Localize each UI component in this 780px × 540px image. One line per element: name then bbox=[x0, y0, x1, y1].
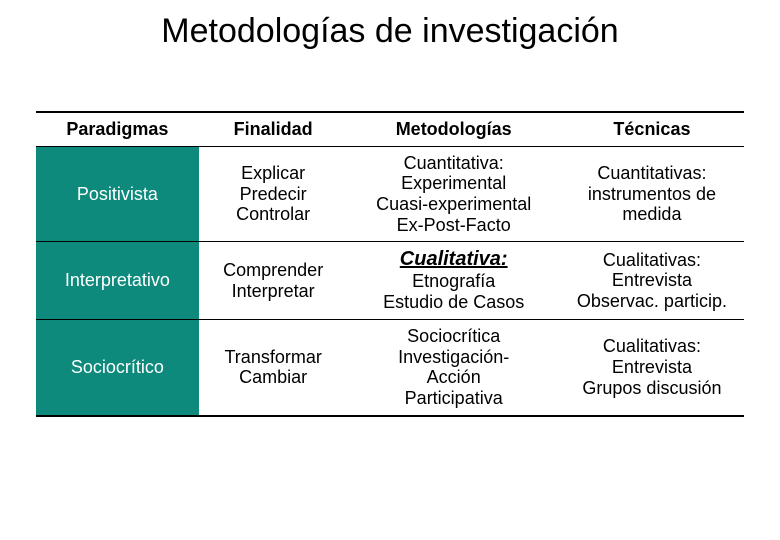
col-header-paradigmas: Paradigmas bbox=[36, 112, 199, 146]
table-row: PositivistaExplicarPredecirControlarCuan… bbox=[36, 146, 744, 242]
methodologies-table: Paradigmas Finalidad Metodologías Técnic… bbox=[36, 111, 744, 417]
metodologias-cell: Cualitativa:EtnografíaEstudio de Casos bbox=[348, 242, 560, 319]
col-header-tecnicas: Técnicas bbox=[560, 112, 744, 146]
finalidad-cell: ExplicarPredecirControlar bbox=[199, 146, 348, 242]
paradigma-cell: Sociocrítico bbox=[36, 319, 199, 415]
tecnicas-cell: Cualitativas:EntrevistaObservac. partici… bbox=[560, 242, 744, 319]
tecnicas-cell: Cuantitativas:instrumentos demedida bbox=[560, 146, 744, 242]
finalidad-cell: TransformarCambiar bbox=[199, 319, 348, 415]
table-header-row: Paradigmas Finalidad Metodologías Técnic… bbox=[36, 112, 744, 146]
tecnicas-cell: Cualitativas:EntrevistaGrupos discusión bbox=[560, 319, 744, 415]
table-row: InterpretativoComprenderInterpretarCuali… bbox=[36, 242, 744, 319]
table-row: SociocríticoTransformarCambiarSociocríti… bbox=[36, 319, 744, 415]
col-header-finalidad: Finalidad bbox=[199, 112, 348, 146]
page-title: Metodologías de investigación bbox=[36, 12, 744, 51]
paradigma-cell: Positivista bbox=[36, 146, 199, 242]
col-header-metodologias: Metodologías bbox=[348, 112, 560, 146]
metodologias-cell: Cuantitativa:ExperimentalCuasi-experimen… bbox=[348, 146, 560, 242]
paradigma-cell: Interpretativo bbox=[36, 242, 199, 319]
metodologias-cell: SociocríticaInvestigación-AcciónParticip… bbox=[348, 319, 560, 415]
finalidad-cell: ComprenderInterpretar bbox=[199, 242, 348, 319]
